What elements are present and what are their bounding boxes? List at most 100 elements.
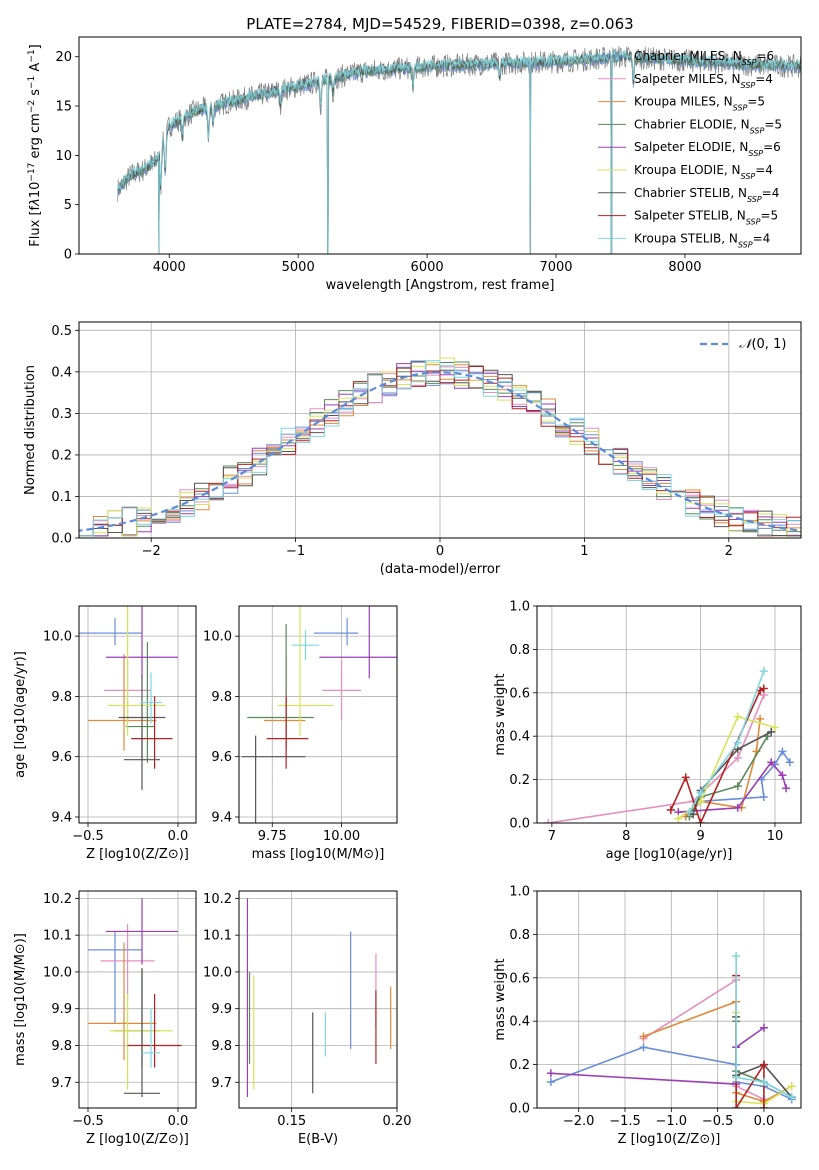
x-axis-label: mass [log10(M/M⊙)] — [252, 847, 385, 862]
axes-frame — [536, 890, 802, 1109]
weight-marker — [759, 684, 768, 693]
x-tick-label: −1.5 — [609, 1114, 641, 1129]
y-tick-label: 0.4 — [509, 1015, 530, 1030]
y-tick-label: 0.2 — [509, 1058, 530, 1073]
weight-marker — [759, 1060, 768, 1069]
x-tick-label: 0.0 — [168, 1114, 189, 1129]
y-tick-label: 20 — [55, 50, 72, 65]
axes-age_vs_mass: 9.75 10.00 9.4 9.6 9.8 10.0 mass [log10(M/M⊙)] — [203, 605, 398, 862]
x-tick-label: −1 — [286, 544, 305, 559]
axes-frame — [238, 890, 398, 1109]
weight-marker — [759, 1077, 768, 1086]
weight-marker — [756, 714, 765, 723]
x-axis-label: wavelength [Angstrom, rest frame] — [326, 278, 555, 293]
y-tick-label: 0 — [64, 248, 72, 263]
plot-area — [117, 46, 801, 254]
legend-label: Chabrier STELIB, NSSP=4 — [634, 186, 779, 204]
y-axis-label: Flux [fλ10−17 erg cm−2 s−1 A−1] — [27, 44, 43, 246]
weight-marker — [681, 773, 690, 782]
x-tick-label: −2.0 — [563, 1114, 595, 1129]
x-tick-label: 8 — [622, 829, 630, 844]
weight-line — [550, 1027, 765, 1085]
y-tick-label: 9.6 — [211, 750, 232, 765]
weight-marker — [639, 1043, 648, 1052]
weight-marker — [767, 727, 776, 736]
y-tick-label: 0.0 — [509, 817, 530, 832]
y-tick-label: 9.4 — [51, 810, 72, 825]
y-tick-label: 10.2 — [203, 892, 232, 907]
legend-label: Salpeter MILES, NSSP=4 — [634, 72, 773, 90]
y-tick-label: 0.3 — [51, 407, 72, 422]
x-tick-label: 9 — [696, 829, 704, 844]
weight-line — [735, 956, 793, 1098]
plot-area — [88, 898, 182, 1097]
axes-frame — [536, 605, 802, 824]
x-axis-label: Z [log10(Z/Z⊙)] — [86, 847, 189, 862]
weight-marker — [546, 1077, 555, 1086]
x-axis-label: Z [log10(Z/Z⊙)] — [618, 1132, 721, 1147]
weight-marker — [733, 738, 742, 747]
y-axis-label: mass [log10(M/M⊙)] — [13, 933, 28, 1066]
x-axis-label: (data-model)/error — [380, 562, 501, 577]
normal-curve — [79, 371, 801, 532]
y-tick-label: 1.0 — [509, 885, 530, 900]
x-tick-label: 0.0 — [754, 1114, 775, 1129]
x-tick-label: 0.15 — [277, 1114, 306, 1129]
axes-mass_vs_EBV: 0.15 0.20 9.7 9.8 9.9 10.0 10.1 10.2 E(B-V) — [203, 890, 411, 1147]
y-axis-label: mass weight — [493, 958, 508, 1040]
x-tick-label: −2 — [142, 544, 161, 559]
axes-frame — [78, 36, 802, 255]
weight-marker — [778, 771, 787, 780]
weight-marker — [696, 819, 705, 823]
weight-marker — [782, 784, 791, 793]
legend-label: Kroupa MILES, NSSP=5 — [634, 95, 765, 113]
y-tick-label: 0.6 — [509, 686, 530, 701]
y-tick-label: 0.2 — [509, 773, 530, 788]
x-tick-label: 9.75 — [258, 829, 287, 844]
weight-line — [688, 670, 765, 813]
legend-label: Salpeter ELODIE, NSSP=6 — [634, 140, 781, 158]
weight-marker — [544, 819, 553, 823]
plot-area — [79, 357, 801, 537]
x-tick-label: 2 — [725, 544, 733, 559]
axes-mass_vs_Z: −0.5 0.0 9.7 9.8 9.9 10.0 10.1 10.2 Z [log10(Z/Z… — [13, 890, 197, 1147]
x-tick-label: −0.5 — [72, 829, 104, 844]
x-axis-label: Z [log10(Z/Z⊙)] — [86, 1132, 189, 1147]
y-tick-label: 0.1 — [51, 490, 72, 505]
weight-marker — [685, 808, 694, 817]
y-tick-label: 9.7 — [211, 1076, 232, 1091]
y-tick-label: 10.1 — [43, 929, 72, 944]
y-tick-label: 0.0 — [509, 1102, 530, 1117]
axes-weight_vs_age: 7 8 9 10 0.0 0.2 0.4 0.6 0.8 1.0 age [log10(age/yr… — [493, 600, 802, 862]
plot-area — [246, 898, 392, 1097]
axes-spectrum: 4000 5000 6000 7000 8000 0 5 10 15 20 wavelength [… — [27, 36, 802, 293]
y-tick-label: 9.8 — [211, 690, 232, 705]
x-tick-label: 6000 — [411, 260, 444, 275]
weight-marker — [674, 814, 683, 823]
x-tick-label: 4000 — [153, 260, 186, 275]
weight-marker — [787, 1093, 796, 1102]
y-tick-label: 9.7 — [51, 1076, 72, 1091]
axes-age_vs_Z: −0.5 0.0 9.4 9.6 9.8 10.0 Z [log10(Z/Z⊙)] age [… — [13, 605, 197, 862]
y-tick-label: 0.8 — [509, 928, 530, 943]
legend-label: Chabrier MILES, NSSP=6 — [634, 49, 774, 67]
x-tick-label: −0.5 — [72, 1114, 104, 1129]
weight-marker — [733, 803, 742, 812]
y-tick-label: 9.9 — [211, 1002, 232, 1017]
y-tick-label: 9.9 — [51, 1002, 72, 1017]
weight-marker — [759, 1104, 768, 1108]
weight-marker — [733, 712, 742, 721]
legend-label: Kroupa STELIB, NSSP=4 — [634, 231, 770, 249]
y-tick-label: 0.2 — [51, 448, 72, 463]
y-tick-label: 9.8 — [211, 1039, 232, 1054]
weight-marker — [778, 747, 787, 756]
weight-line — [548, 694, 765, 823]
y-tick-label: 9.8 — [51, 690, 72, 705]
residual-histogram — [79, 360, 801, 537]
weight-marker — [767, 758, 776, 767]
weight-marker — [759, 792, 768, 801]
y-tick-label: 0.4 — [509, 730, 530, 745]
weight-marker — [733, 782, 742, 791]
legend: Chabrier MILES, NSSP=6 Salpeter MILES, NS… — [598, 49, 782, 249]
